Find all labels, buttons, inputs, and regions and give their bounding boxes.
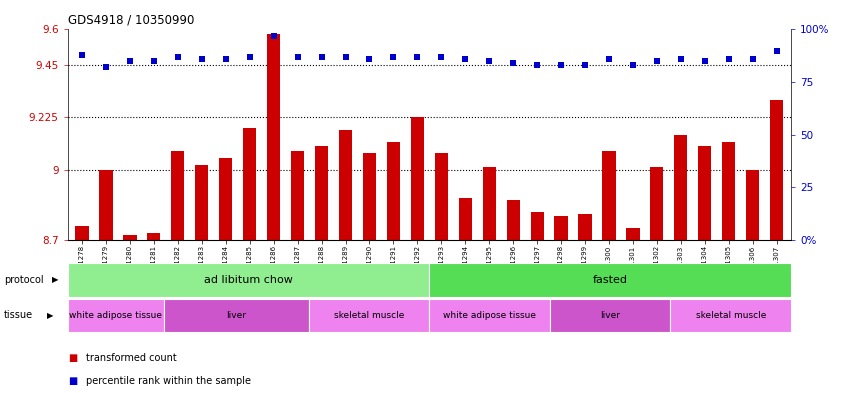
Point [746, 56, 760, 62]
Bar [68, 299, 164, 332]
Point [507, 60, 520, 66]
Bar [315, 146, 328, 240]
Bar [670, 299, 791, 332]
Point [602, 56, 616, 62]
Text: ▶: ▶ [47, 311, 53, 320]
Text: white adipose tissue: white adipose tissue [443, 311, 536, 320]
Bar [698, 146, 711, 240]
Point [124, 58, 137, 64]
Text: tissue: tissue [4, 310, 33, 320]
Point [459, 56, 472, 62]
Text: liver: liver [227, 311, 246, 320]
Text: skeletal muscle: skeletal muscle [334, 311, 404, 320]
Text: percentile rank within the sample: percentile rank within the sample [86, 376, 251, 386]
Point [626, 62, 640, 68]
Point [530, 62, 544, 68]
Bar [309, 299, 429, 332]
Bar [363, 153, 376, 240]
Text: transformed count: transformed count [86, 353, 177, 363]
Bar [195, 165, 208, 240]
Point [315, 54, 328, 60]
Bar [554, 217, 568, 240]
Bar [602, 151, 616, 240]
Text: ■: ■ [68, 376, 77, 386]
Bar [164, 299, 309, 332]
Point [482, 58, 496, 64]
Text: GDS4918 / 10350990: GDS4918 / 10350990 [68, 14, 194, 27]
Point [770, 47, 783, 53]
Bar [651, 167, 663, 240]
Point [387, 54, 400, 60]
Point [410, 54, 424, 60]
Bar [435, 153, 448, 240]
Bar [267, 34, 280, 240]
Bar [339, 130, 352, 240]
Point [698, 58, 711, 64]
Bar [147, 233, 161, 240]
Point [266, 33, 280, 39]
Bar [291, 151, 305, 240]
Text: liver: liver [600, 311, 620, 320]
Text: ▶: ▶ [52, 275, 59, 285]
Bar [746, 170, 759, 240]
Bar [429, 299, 550, 332]
Point [219, 56, 233, 62]
Point [579, 62, 592, 68]
Bar [219, 158, 233, 240]
Bar [507, 200, 519, 240]
Bar [626, 228, 640, 240]
Text: white adipose tissue: white adipose tissue [69, 311, 162, 320]
Bar [411, 117, 424, 240]
Text: skeletal muscle: skeletal muscle [695, 311, 766, 320]
Text: ad libitum chow: ad libitum chow [204, 275, 293, 285]
Bar [387, 141, 400, 240]
Bar [459, 198, 472, 240]
Point [338, 54, 352, 60]
Point [171, 54, 184, 60]
Point [99, 64, 113, 70]
Text: protocol: protocol [4, 275, 44, 285]
Bar [100, 170, 113, 240]
Point [650, 58, 663, 64]
Bar [579, 214, 591, 240]
Text: ■: ■ [68, 353, 77, 363]
Point [435, 54, 448, 60]
Text: fasted: fasted [593, 275, 628, 285]
Point [75, 51, 89, 58]
Point [195, 56, 209, 62]
Point [554, 62, 568, 68]
Point [147, 58, 161, 64]
Point [722, 56, 735, 62]
Bar [68, 263, 429, 297]
Point [363, 56, 376, 62]
Bar [171, 151, 184, 240]
Bar [429, 263, 791, 297]
Point [243, 54, 256, 60]
Bar [482, 167, 496, 240]
Bar [75, 226, 89, 240]
Bar [550, 299, 670, 332]
Bar [124, 235, 136, 240]
Point [674, 56, 688, 62]
Bar [770, 99, 783, 240]
Point [291, 54, 305, 60]
Bar [674, 134, 688, 240]
Bar [243, 128, 256, 240]
Bar [722, 141, 735, 240]
Bar [530, 212, 544, 240]
